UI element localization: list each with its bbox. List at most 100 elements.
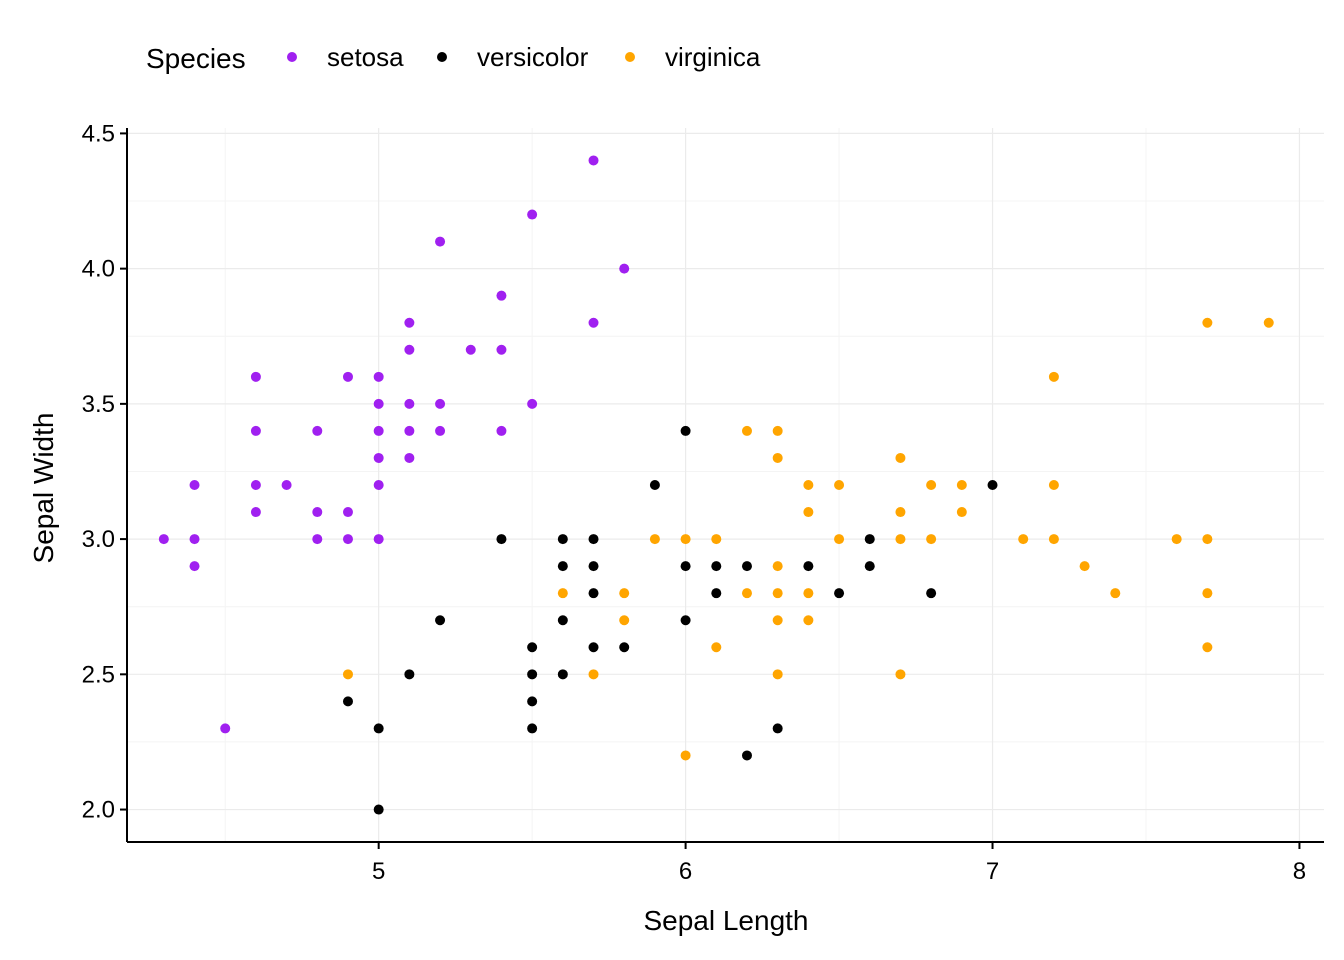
point-setosa xyxy=(342,534,353,545)
point-virginica xyxy=(741,588,752,599)
point-versicolor xyxy=(772,723,783,734)
point-versicolor xyxy=(619,642,630,653)
point-setosa xyxy=(435,398,446,409)
axes: 5 6 7 8 2.0 2.5 3.0 3.5 4.0 4.5 xyxy=(82,120,1324,885)
y-axis-title: Sepal Width xyxy=(28,413,59,564)
x-axis-title: Sepal Length xyxy=(643,905,808,936)
point-virginica xyxy=(956,507,967,518)
point-setosa xyxy=(312,507,323,518)
point-setosa xyxy=(220,723,231,734)
point-setosa xyxy=(404,425,415,436)
point-versicolor xyxy=(987,480,998,490)
point-setosa xyxy=(189,534,200,545)
point-setosa xyxy=(373,398,384,409)
point-virginica xyxy=(834,534,845,545)
point-setosa xyxy=(373,425,384,436)
legend-item-virginica: virginica xyxy=(625,42,761,72)
point-versicolor xyxy=(373,723,384,734)
point-setosa xyxy=(250,507,261,518)
point-virginica xyxy=(619,615,630,626)
point-virginica xyxy=(772,588,783,599)
point-versicolor xyxy=(557,534,568,545)
point-setosa xyxy=(619,263,630,274)
point-setosa xyxy=(435,236,446,247)
point-virginica xyxy=(619,588,630,599)
point-setosa xyxy=(158,534,169,545)
point-setosa xyxy=(250,425,261,436)
point-virginica xyxy=(895,452,906,463)
point-versicolor xyxy=(435,615,446,626)
point-versicolor xyxy=(680,561,691,572)
point-virginica xyxy=(342,669,353,680)
point-virginica xyxy=(772,425,783,436)
point-setosa xyxy=(373,480,384,490)
point-virginica xyxy=(772,615,783,626)
legend-label-setosa: setosa xyxy=(327,42,404,72)
point-versicolor xyxy=(588,642,599,653)
point-versicolor xyxy=(680,615,691,626)
point-versicolor xyxy=(741,750,752,761)
point-virginica xyxy=(803,507,814,518)
point-versicolor xyxy=(588,534,599,545)
point-versicolor xyxy=(557,615,568,626)
point-virginica xyxy=(1202,534,1213,545)
point-setosa xyxy=(496,344,507,355)
point-versicolor xyxy=(711,561,722,572)
point-versicolor xyxy=(342,696,353,707)
y-tick-label: 4.5 xyxy=(82,120,115,147)
x-tick-label: 5 xyxy=(372,858,385,885)
point-versicolor xyxy=(864,534,875,545)
point-virginica xyxy=(680,750,691,761)
point-virginica xyxy=(1048,371,1059,382)
point-versicolor xyxy=(741,561,752,572)
point-virginica xyxy=(1171,534,1182,545)
point-virginica xyxy=(1079,561,1090,572)
point-virginica xyxy=(1202,642,1213,653)
point-versicolor xyxy=(527,642,538,653)
x-tick-label: 7 xyxy=(986,858,999,885)
point-versicolor xyxy=(803,561,814,572)
point-virginica xyxy=(649,534,660,545)
point-setosa xyxy=(404,398,415,409)
point-versicolor xyxy=(834,588,845,599)
point-virginica xyxy=(772,561,783,572)
point-setosa xyxy=(373,452,384,463)
legend-key-versicolor xyxy=(437,52,447,62)
y-tick-label: 2.0 xyxy=(82,797,115,824)
point-setosa xyxy=(588,155,599,166)
point-virginica xyxy=(834,480,845,490)
point-setosa xyxy=(404,317,415,328)
point-virginica xyxy=(1202,588,1213,599)
point-virginica xyxy=(803,615,814,626)
point-virginica xyxy=(772,669,783,680)
grid xyxy=(127,128,1324,842)
point-virginica xyxy=(711,642,722,653)
point-virginica xyxy=(741,425,752,436)
y-tick-label: 3.5 xyxy=(82,391,115,418)
point-virginica xyxy=(1263,317,1274,328)
point-setosa xyxy=(404,344,415,355)
legend-key-setosa xyxy=(287,52,297,62)
point-versicolor xyxy=(527,723,538,734)
legend-label-versicolor: versicolor xyxy=(477,42,589,72)
point-virginica xyxy=(803,480,814,490)
y-tick-label: 3.0 xyxy=(82,526,115,553)
point-setosa xyxy=(312,534,323,545)
point-setosa xyxy=(496,290,507,301)
point-virginica xyxy=(1202,317,1213,328)
point-setosa xyxy=(527,398,538,409)
point-virginica xyxy=(588,669,599,680)
point-virginica xyxy=(1018,534,1029,545)
legend-title: Species xyxy=(146,43,246,74)
point-versicolor xyxy=(373,804,384,815)
data-points xyxy=(158,155,1274,815)
point-setosa xyxy=(465,344,476,355)
point-setosa xyxy=(281,480,292,490)
point-versicolor xyxy=(557,669,568,680)
point-virginica xyxy=(803,588,814,599)
x-tick-label: 6 xyxy=(679,858,692,885)
point-setosa xyxy=(189,480,200,490)
legend-item-setosa: setosa xyxy=(287,42,404,72)
x-tick-label: 8 xyxy=(1293,858,1306,885)
